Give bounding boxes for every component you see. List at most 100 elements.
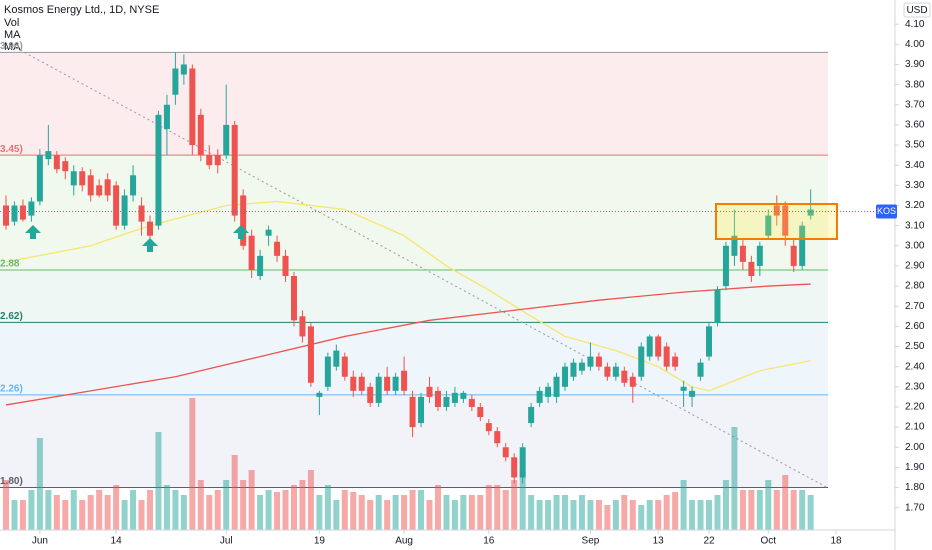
volume-bar xyxy=(87,495,94,530)
volume-bar xyxy=(350,492,357,530)
plot-background xyxy=(0,51,828,489)
candle-body xyxy=(443,396,450,407)
volume-bar xyxy=(104,495,111,530)
candle-body xyxy=(409,396,416,428)
y-tick-label: 2.60 xyxy=(905,321,925,332)
level-label: 2.62) xyxy=(0,311,23,322)
volume-bar xyxy=(502,490,509,530)
volume-bar xyxy=(231,455,238,530)
y-tick-label: 2.90 xyxy=(905,261,925,272)
volume-bar xyxy=(316,495,323,530)
candle-body xyxy=(79,171,86,186)
volume-bar xyxy=(130,490,137,530)
candle-body xyxy=(638,346,645,377)
level-label: 2.26) xyxy=(0,384,23,395)
candle-body xyxy=(316,392,323,397)
volume-bar xyxy=(214,490,221,530)
x-tick-label: Sep xyxy=(582,536,600,547)
y-tick-label: 3.90 xyxy=(905,59,925,70)
volume-bar xyxy=(689,500,696,530)
y-tick-label: 2.80 xyxy=(905,281,925,292)
volume-bar xyxy=(646,500,653,530)
volume-bar xyxy=(722,480,729,530)
volume-bar xyxy=(748,490,755,530)
y-tick-label: 1.80 xyxy=(905,482,925,493)
candle-body xyxy=(706,326,713,357)
ma-line xyxy=(5,200,811,392)
x-tick-label: 22 xyxy=(703,536,715,547)
volume-bar xyxy=(206,495,213,530)
candle-body xyxy=(434,390,441,407)
y-tick-label: 2.70 xyxy=(905,301,925,312)
volume-bar xyxy=(655,500,662,530)
y-tick-label: 4.00 xyxy=(905,39,925,50)
volume-bar xyxy=(782,475,789,530)
candle-body xyxy=(223,124,230,156)
level-label: 3.45) xyxy=(0,144,23,155)
x-tick-label: 19 xyxy=(314,536,326,547)
volume-bar xyxy=(19,500,26,530)
candle-body xyxy=(545,386,552,397)
volume-bar xyxy=(756,490,763,530)
candle-body xyxy=(714,290,721,323)
level-label: 3.96) xyxy=(0,41,23,52)
volume-bar xyxy=(70,490,77,530)
candle-body xyxy=(782,205,789,236)
candle-body xyxy=(104,179,111,196)
volume-bar xyxy=(358,495,365,530)
candle-body xyxy=(265,229,272,236)
volume-bar xyxy=(341,490,348,530)
volume-bar xyxy=(697,500,704,530)
candle-body xyxy=(155,114,162,226)
candle-body xyxy=(562,366,569,387)
chart-title: Kosmos Energy Ltd., 1D, NYSE xyxy=(4,4,159,16)
legend-item: MA xyxy=(4,41,21,53)
level-label: 2.88 xyxy=(0,259,20,270)
candle-body xyxy=(231,124,238,216)
volume-bar xyxy=(765,480,772,530)
candle-body xyxy=(655,336,662,357)
volume-bar xyxy=(333,500,340,530)
volume-bar xyxy=(511,480,518,530)
volume-bar xyxy=(790,490,797,530)
candle-body xyxy=(494,431,501,444)
candle-body xyxy=(350,376,357,391)
y-tick-label: 2.50 xyxy=(905,341,925,352)
candle-body xyxy=(248,235,255,270)
candle-body xyxy=(773,205,780,216)
y-tick-label: 3.20 xyxy=(905,200,925,211)
price-axis-bg xyxy=(895,0,932,550)
candle-body xyxy=(146,221,153,236)
candle-body xyxy=(3,205,9,226)
volume-bar xyxy=(714,495,721,530)
candle-body xyxy=(172,68,179,95)
candle-body xyxy=(28,201,35,216)
volume-bar xyxy=(519,470,526,530)
y-tick-label: 1.90 xyxy=(905,462,925,473)
volume-bar xyxy=(545,500,552,530)
volume-bar xyxy=(739,490,746,530)
candle-body xyxy=(307,326,314,383)
volume-bar xyxy=(494,485,501,530)
candle-body xyxy=(485,423,492,432)
volume-bar xyxy=(570,500,577,530)
x-tick-label: Aug xyxy=(395,536,413,547)
candle-body xyxy=(663,346,670,367)
candle-body xyxy=(333,350,340,367)
y-tick-label: 2.10 xyxy=(905,422,925,433)
candle-body xyxy=(612,366,619,377)
candle-body xyxy=(689,390,696,397)
volume-bar xyxy=(96,490,103,530)
candle-body xyxy=(36,155,43,202)
candle-body xyxy=(189,68,196,146)
volume-bar xyxy=(299,480,306,530)
candle-body xyxy=(646,336,653,357)
candle-body xyxy=(578,362,585,371)
volume-bar xyxy=(53,495,60,530)
y-tick-label: 2.00 xyxy=(905,442,925,453)
arrows xyxy=(25,225,249,252)
highlight-box xyxy=(715,203,838,240)
volume-bar xyxy=(121,500,128,530)
candle-body xyxy=(282,255,289,277)
volume-bar xyxy=(485,485,492,530)
